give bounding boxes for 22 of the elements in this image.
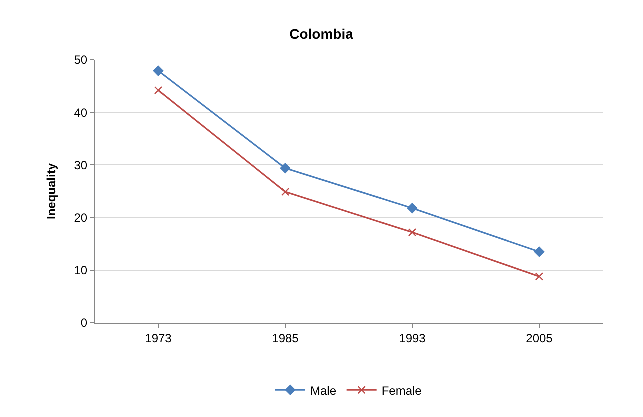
y-tick-label: 40 bbox=[74, 106, 88, 120]
x-tick-label: 2005 bbox=[526, 331, 554, 346]
y-tick-label: 10 bbox=[74, 264, 88, 278]
chart-title: Colombia bbox=[290, 26, 354, 42]
point bbox=[408, 228, 417, 237]
x-tick-label: 1985 bbox=[272, 331, 300, 346]
point bbox=[280, 163, 291, 174]
y-tick-label: 30 bbox=[74, 158, 88, 172]
point bbox=[534, 246, 545, 258]
x-tick-label: 1993 bbox=[399, 331, 426, 346]
legend-label: Male bbox=[310, 384, 337, 398]
point bbox=[407, 203, 418, 214]
legend-label: Female bbox=[382, 384, 422, 398]
y-tick-label: 0 bbox=[80, 316, 88, 330]
x-tick-label: 1973 bbox=[145, 331, 172, 346]
point bbox=[281, 188, 290, 196]
y-axis-title: Inequality bbox=[44, 163, 59, 220]
y-tick-label: 50 bbox=[74, 53, 88, 68]
point bbox=[535, 272, 544, 281]
point bbox=[154, 86, 163, 95]
y-tick-label: 20 bbox=[74, 211, 88, 225]
point bbox=[153, 66, 164, 76]
